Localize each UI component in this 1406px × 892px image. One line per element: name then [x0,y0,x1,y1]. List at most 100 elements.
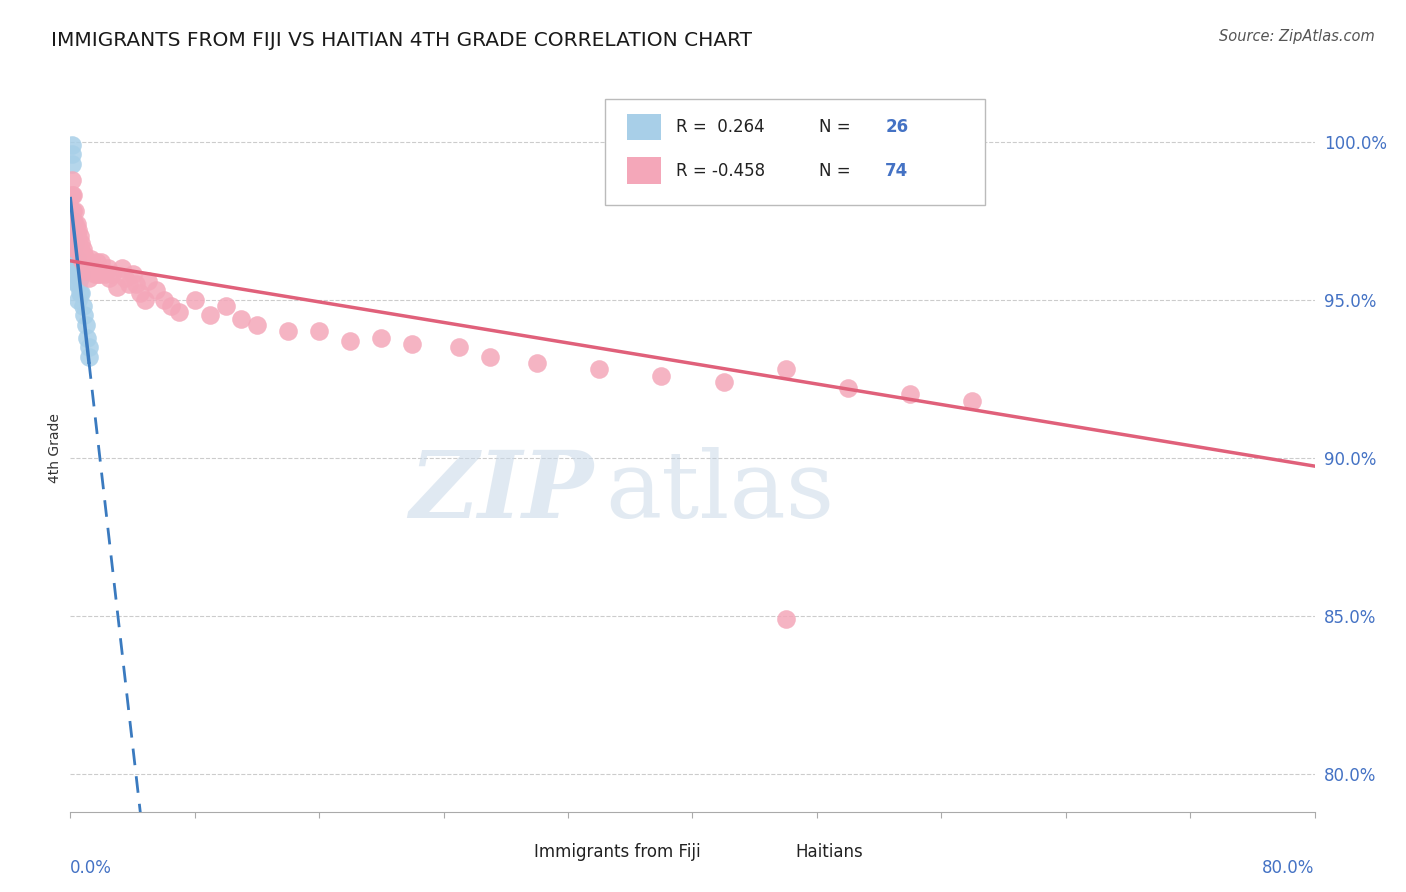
Point [86,254,108,268]
Text: ZIP: ZIP [409,447,593,537]
Point [401,337,423,351]
Point [67,293,90,307]
Point [277,324,299,338]
Text: 80.0%: 80.0% [1263,859,1315,877]
Point [97,261,120,276]
Point [77,261,100,276]
Point [67,261,90,276]
Text: Haitians: Haitians [796,843,863,861]
Text: Immigrants from Fiji: Immigrants from Fiji [534,843,702,861]
Point [65,277,87,291]
Point [121,268,143,282]
Point [62,245,84,260]
Point [79,252,101,266]
Point [775,612,797,626]
Point [87,268,110,282]
Point [72,242,94,256]
Point [526,356,548,370]
Point [62,213,84,227]
Point [77,350,100,364]
Point [65,252,87,266]
Point [650,368,672,383]
Point [70,252,93,266]
Point [129,286,152,301]
Point [62,213,84,227]
Point [75,318,97,332]
Point [136,274,159,288]
Point [65,229,87,244]
Point [90,254,112,268]
Point [67,235,90,250]
Point [114,270,136,285]
Point [962,393,984,408]
Point [62,204,84,219]
Point [370,330,392,344]
Point [77,270,100,285]
Point [65,217,87,231]
Point [898,387,921,401]
Text: R =  0.264: R = 0.264 [676,118,775,136]
Point [63,217,86,231]
Point [105,280,128,294]
Point [60,137,83,152]
Point [62,229,84,244]
Point [62,188,84,202]
Text: atlas: atlas [606,447,835,537]
Point [101,268,124,282]
Point [70,268,93,282]
Point [76,330,98,344]
Point [479,350,502,364]
Point [63,229,86,244]
Text: Source: ZipAtlas.com: Source: ZipAtlas.com [1219,29,1375,44]
Point [65,242,87,256]
Bar [499,841,527,863]
Point [77,340,100,354]
Bar [627,158,661,184]
Point [308,324,330,338]
Point [1334,235,1357,250]
Point [67,223,90,237]
Bar [761,841,789,863]
Point [73,309,96,323]
Text: R = -0.458: R = -0.458 [676,161,776,179]
Point [246,318,269,332]
Point [65,268,87,282]
Point [98,270,121,285]
Point [152,293,174,307]
Y-axis label: 4th Grade: 4th Grade [48,413,62,483]
Point [215,299,238,313]
Point [200,309,222,323]
Point [60,147,83,161]
Text: N =: N = [820,118,856,136]
Text: IMMIGRANTS FROM FIJI VS HAITIAN 4TH GRADE CORRELATION CHART: IMMIGRANTS FROM FIJI VS HAITIAN 4TH GRAD… [51,31,752,50]
Point [69,229,91,244]
Point [183,293,207,307]
Point [713,375,735,389]
Point [70,286,93,301]
Point [60,172,83,186]
Point [62,229,84,244]
Point [134,293,156,307]
Point [775,362,797,376]
Point [62,254,84,268]
Point [339,334,361,348]
Point [111,261,134,276]
Point [75,264,97,278]
Point [63,252,86,266]
Point [69,242,91,256]
Point [73,248,96,262]
Point [76,254,98,268]
Text: 0.0%: 0.0% [70,859,112,877]
Point [167,305,190,319]
Point [72,254,94,268]
Point [67,277,90,291]
Point [83,261,105,276]
Point [89,268,111,282]
Point [80,261,103,276]
Point [63,235,86,250]
Point [60,157,83,171]
Text: 26: 26 [886,118,908,136]
Point [69,270,91,285]
Point [231,311,253,326]
Point [69,286,91,301]
